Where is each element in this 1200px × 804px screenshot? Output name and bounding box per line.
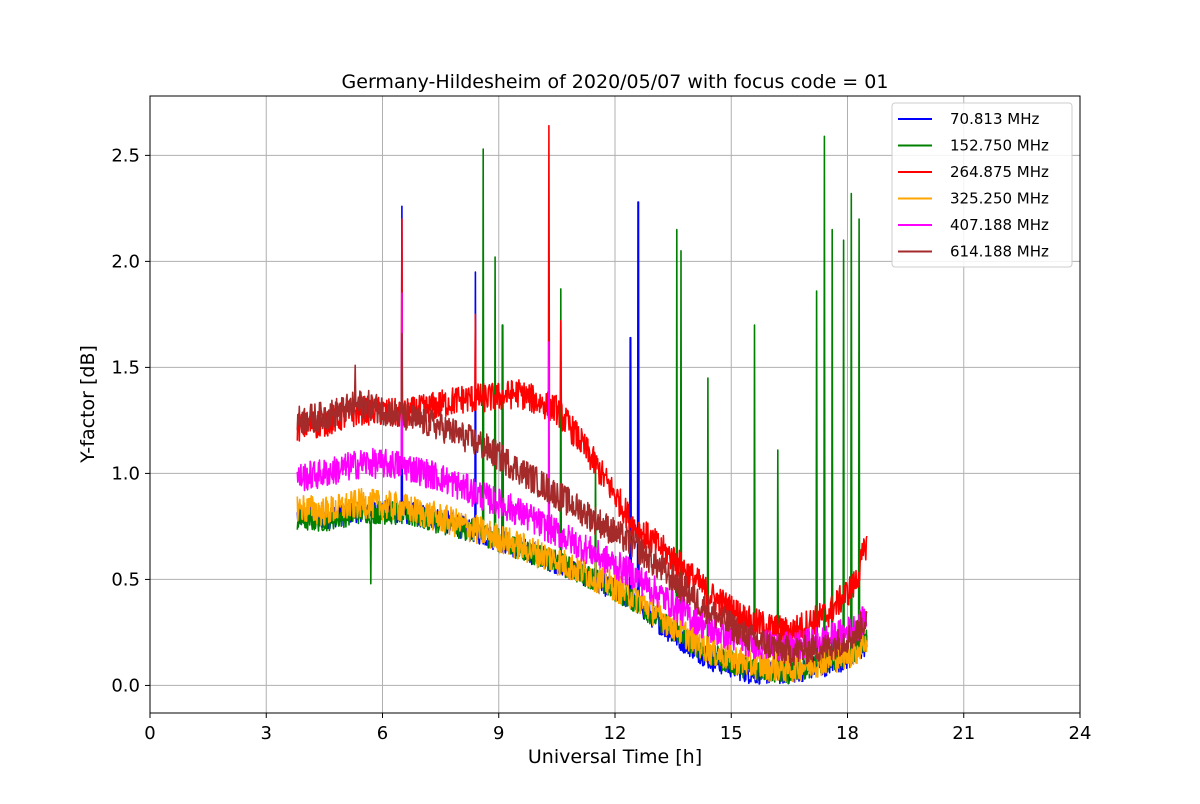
series-line-5 — [296, 332, 868, 667]
y-tick-label: 0.0 — [111, 675, 140, 696]
plot-area — [296, 124, 868, 685]
x-tick-label: 6 — [377, 723, 388, 744]
x-tick-label: 24 — [1069, 723, 1092, 744]
y-tick-label: 0.5 — [111, 569, 140, 590]
y-tick-label: 2.5 — [111, 145, 140, 166]
y-axis-label: Y-factor [dB] — [77, 345, 99, 464]
legend-entry-1: 152.750 MHz — [950, 137, 1049, 155]
series-line-3 — [296, 487, 868, 683]
x-tick-label: 21 — [952, 723, 975, 744]
x-tick-label: 15 — [720, 723, 743, 744]
legend-entry-2: 264.875 MHz — [950, 163, 1049, 181]
chart-title: Germany-Hildesheim of 2020/05/07 with fo… — [342, 71, 889, 93]
y-tick-label: 1.0 — [111, 463, 140, 484]
x-tick-label: 12 — [604, 723, 627, 744]
legend-box — [891, 102, 1073, 268]
x-tick-label: 18 — [836, 723, 859, 744]
legend-entry-4: 407.188 MHz — [950, 216, 1049, 234]
x-tick-label: 9 — [493, 723, 504, 744]
legend: 70.813 MHz 152.750 MHz 264.875 MHz 325.250 … — [891, 102, 1073, 268]
x-axis: 0 3 6 9 12 15 18 21 24 — [144, 713, 1091, 744]
legend-entry-0: 70.813 MHz — [950, 110, 1039, 128]
x-tick-label: 0 — [144, 723, 155, 744]
legend-entry-5: 614.188 MHz — [950, 243, 1049, 261]
x-axis-label: Universal Time [h] — [528, 746, 702, 768]
y-tick-label: 2.0 — [111, 251, 140, 272]
y-axis: 0.0 0.5 1.0 1.5 2.0 2.5 — [111, 145, 150, 696]
legend-entry-3: 325.250 MHz — [950, 190, 1049, 208]
x-tick-label: 3 — [261, 723, 272, 744]
y-tick-label: 1.5 — [111, 357, 140, 378]
series-group — [296, 124, 868, 685]
